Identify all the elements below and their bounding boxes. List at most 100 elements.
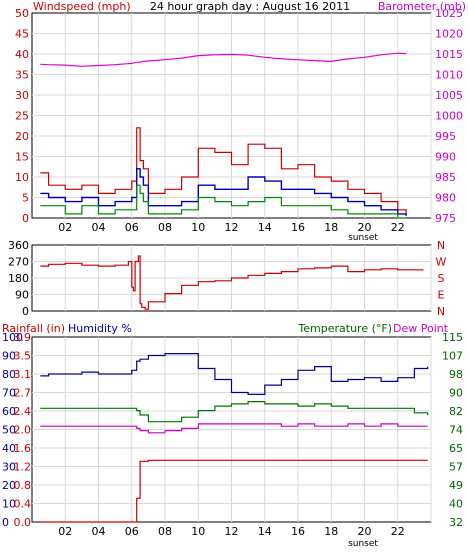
temperature-tick: 57 [449, 461, 463, 474]
windspeed-tick: 30 [15, 89, 29, 102]
humidity-tick: 100 [2, 331, 23, 344]
temperature-tick: 98 [449, 368, 463, 381]
temperature-tick: 49 [449, 479, 463, 492]
tick-labels: 0510152025303540455097598098599099510001… [2, 7, 463, 549]
hour-tick: 10 [191, 221, 205, 234]
windspeed-tick: 20 [15, 130, 29, 143]
rainfall-tick: 0.0 [14, 516, 32, 529]
temperature-tick: 65 [449, 442, 463, 455]
humidity-tick: 60 [2, 405, 16, 418]
hour-tick: 04 [92, 221, 106, 234]
temperature-tick: 115 [442, 331, 463, 344]
temperature-tick: 74 [449, 424, 463, 437]
barometer-tick: 995 [435, 130, 456, 143]
hour-tick: 02 [58, 221, 72, 234]
direction-tick: 90 [15, 289, 29, 302]
avg_wind-series [40, 168, 407, 216]
hour-tick: 22 [391, 525, 405, 538]
hour-tick: 08 [158, 221, 172, 234]
windspeed-tick: 35 [15, 69, 29, 82]
compass-label: W [436, 256, 447, 269]
barometer-tick: 985 [435, 171, 456, 184]
rainfall-tick: 1.2 [14, 461, 32, 474]
direction-tick: 270 [8, 256, 29, 269]
temperature-tick: 32 [449, 516, 463, 529]
barometer-tick: 975 [435, 212, 456, 225]
hour-tick: 22 [391, 221, 405, 234]
hour-tick: 20 [358, 525, 372, 538]
graph-title: 24 hour graph day : August 16 2011 [150, 0, 350, 13]
barometer-tick: 1015 [435, 48, 463, 61]
hour-tick: 20 [358, 221, 372, 234]
sunset-label: sunset [348, 539, 378, 549]
temperature-tick: 107 [442, 350, 463, 363]
humidity-tick: 70 [2, 387, 16, 400]
hour-tick: 16 [291, 525, 305, 538]
barometer-tick: 1025 [435, 7, 463, 20]
humidity-tick: 0 [2, 516, 9, 529]
hour-tick: 02 [58, 525, 72, 538]
rainfall-tick: 3.5 [14, 350, 32, 363]
rainfall-series [40, 459, 428, 523]
rainfall-tick: 2.4 [14, 405, 32, 418]
hour-tick: 16 [291, 221, 305, 234]
grid-lines [32, 13, 432, 522]
humidity-tick: 40 [2, 442, 16, 455]
barometer-tick: 1005 [435, 89, 463, 102]
temperature-tick: 40 [449, 498, 463, 511]
temperature-series [40, 401, 429, 423]
rainfall-tick: 0.8 [14, 479, 32, 492]
windspeed-tick: 0 [22, 212, 29, 225]
compass-label: N [437, 305, 445, 318]
compass-label: N [437, 239, 445, 252]
rainfall-tick: 2.7 [14, 387, 32, 400]
humidity-tick: 50 [2, 424, 16, 437]
hour-tick: 18 [324, 525, 338, 538]
humidity-tick: 10 [2, 498, 16, 511]
humidity-tick: 90 [2, 350, 16, 363]
hour-tick: 14 [258, 525, 272, 538]
rainfall-tick: 1.6 [14, 442, 32, 455]
humidity-series [40, 353, 429, 395]
humidity-axis-label: Humidity % [68, 322, 132, 335]
barometer-axis-label: Barometer (mb) [378, 0, 466, 13]
windspeed-tick: 25 [15, 110, 29, 123]
hour-tick: 06 [125, 221, 139, 234]
barometer-series [40, 52, 407, 67]
windspeed-tick: 10 [15, 171, 29, 184]
dewpoint-axis-label: Dew Point [393, 322, 449, 335]
compass-label: E [438, 289, 445, 302]
hour-tick: 06 [125, 525, 139, 538]
windspeed-tick: 15 [15, 151, 29, 164]
sunset-label: sunset [348, 233, 378, 243]
hour-tick: 12 [225, 221, 239, 234]
barometer-tick: 1000 [435, 110, 463, 123]
wind_low-series [40, 184, 407, 219]
temperature-tick: 90 [449, 387, 463, 400]
direction-tick: 360 [8, 239, 29, 252]
temperature-tick: 82 [449, 405, 463, 418]
hour-tick: 18 [324, 221, 338, 234]
hour-tick: 10 [191, 525, 205, 538]
rainfall-tick: 2.0 [14, 424, 32, 437]
hour-tick: 12 [225, 525, 239, 538]
compass-label: S [438, 272, 445, 285]
barometer-tick: 1010 [435, 69, 463, 82]
temperature-axis-label: Temperature (°F) [297, 322, 392, 335]
dewpoint-series [40, 423, 428, 434]
data-series [40, 52, 429, 523]
hour-tick: 14 [258, 221, 272, 234]
barometer-tick: 1020 [435, 28, 463, 41]
rainfall-axis-label: Rainfall (in) [2, 322, 65, 335]
barometer-tick: 990 [435, 151, 456, 164]
windspeed-tick: 50 [15, 7, 29, 20]
direction-series [40, 255, 424, 310]
windspeed-tick: 45 [15, 28, 29, 41]
humidity-tick: 30 [2, 461, 16, 474]
windspeed-tick: 40 [15, 48, 29, 61]
rainfall-tick: 3.9 [14, 331, 32, 344]
humidity-tick: 20 [2, 479, 16, 492]
hour-tick: 04 [92, 525, 106, 538]
humidity-tick: 80 [2, 368, 16, 381]
